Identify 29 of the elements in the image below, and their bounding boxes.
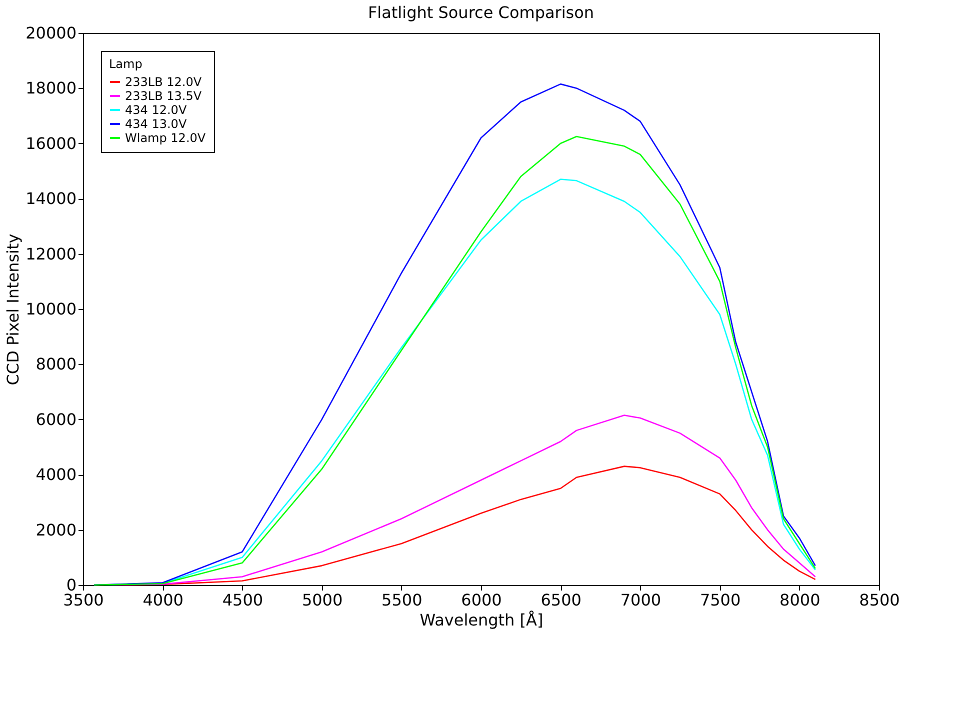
x-tick-label: 4500 bbox=[222, 590, 264, 610]
legend-label: 233LB 13.5V bbox=[125, 89, 202, 103]
y-tick-label: 8000 bbox=[36, 354, 76, 374]
y-tick-label: 14000 bbox=[26, 189, 76, 208]
x-tick-label: 8500 bbox=[859, 590, 900, 610]
legend-label: 233LB 12.0V bbox=[125, 75, 202, 89]
x-tick-label: 8000 bbox=[780, 590, 820, 610]
y-tick-label: 18000 bbox=[26, 78, 76, 98]
x-tick-label: 7000 bbox=[620, 590, 662, 610]
legend-title: Lamp bbox=[109, 57, 142, 71]
y-axis-title: CCD Pixel Intensity bbox=[4, 234, 23, 386]
x-tick-label: 7500 bbox=[700, 590, 741, 610]
y-tick-label: 12000 bbox=[26, 244, 76, 264]
y-tick-label: 20000 bbox=[26, 24, 76, 42]
x-tick-label: 6500 bbox=[540, 590, 582, 610]
y-tick-label: 2000 bbox=[36, 520, 76, 540]
x-axis-title: Wavelength [Å] bbox=[420, 610, 544, 630]
y-tick-label: 6000 bbox=[36, 410, 76, 429]
x-tick-label: 5500 bbox=[382, 590, 422, 610]
x-tick-label: 5000 bbox=[302, 590, 343, 610]
y-tick-label: 10000 bbox=[26, 300, 76, 318]
x-tick-label: 4000 bbox=[142, 590, 184, 610]
chart-title: Flatlight Source Comparison bbox=[368, 3, 594, 22]
legend-label: 434 13.0V bbox=[125, 117, 188, 131]
x-tick-label: 6000 bbox=[461, 590, 502, 610]
legend-label: Wlamp 12.0V bbox=[125, 131, 206, 145]
legend-label: 434 12.0V bbox=[125, 103, 188, 117]
y-tick-label: 16000 bbox=[26, 134, 76, 153]
y-tick-label: 4000 bbox=[36, 465, 76, 484]
